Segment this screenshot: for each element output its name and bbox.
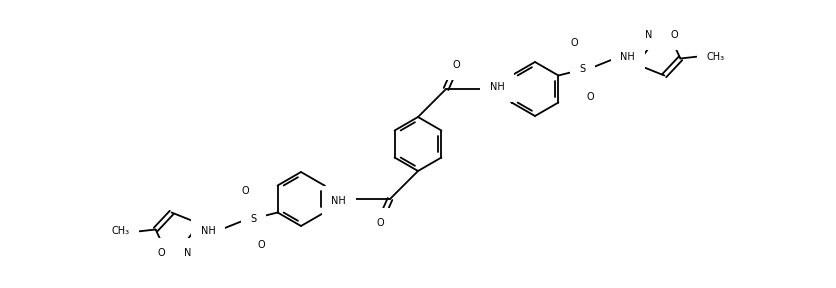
Text: N: N [184,247,191,257]
Text: NH: NH [620,52,635,62]
Text: CH₃: CH₃ [706,52,725,62]
Text: NH: NH [490,82,505,92]
Text: S: S [251,213,257,223]
Text: O: O [257,240,265,251]
Text: N: N [645,31,652,41]
Text: CH₃: CH₃ [111,226,130,236]
Text: O: O [158,247,166,257]
Text: O: O [452,60,460,70]
Text: O: O [376,218,384,228]
Text: O: O [670,31,678,41]
Text: O: O [587,92,594,101]
Text: NH: NH [331,196,346,206]
Text: O: O [242,187,249,196]
Text: O: O [571,37,579,48]
Text: NH: NH [201,226,216,236]
Text: S: S [579,65,585,75]
